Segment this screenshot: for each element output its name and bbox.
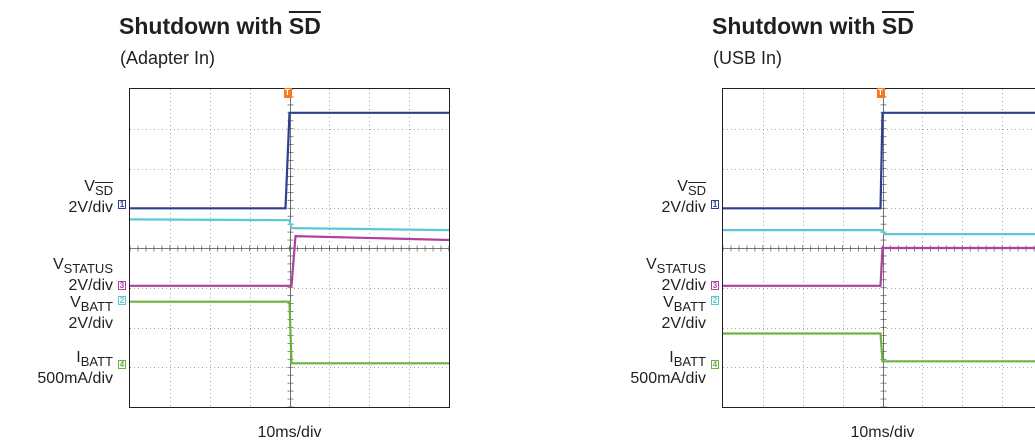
trace-ibatt (130, 300, 449, 365)
channel-name: VBATT (70, 294, 113, 314)
channel-marker-1: 1 (711, 200, 719, 209)
trace-ibatt (723, 332, 1035, 363)
channel-name: VSTATUS (52, 256, 113, 276)
trigger-marker: T (283, 88, 292, 98)
chart-subtitle: (USB In) (713, 48, 783, 68)
channel-label: VSTATUS 2V/div (53, 256, 113, 294)
trace-vsd (130, 111, 449, 210)
channel-label: VBATT 2V/div (69, 294, 113, 332)
channel-scale: 2V/div (661, 277, 706, 294)
channel-name: VSD (84, 178, 113, 198)
channel-scale: 500mA/div (630, 370, 706, 387)
oscilloscope-screen (722, 88, 1035, 408)
trigger-marker: T (876, 88, 885, 98)
x-axis-label: 10ms/div (257, 424, 322, 441)
scope-panel-adapter: Shutdown with SD (Adapter In) 10ms/div T… (0, 0, 460, 443)
channel-marker-2: 2 (711, 296, 719, 305)
channel-label: IBATT 500mA/div (630, 349, 706, 387)
trace-vstatus (130, 234, 449, 287)
channel-marker-1: 1 (118, 200, 126, 209)
channel-label: IBATT 500mA/div (37, 349, 113, 387)
channel-name: IBATT (76, 349, 113, 369)
channel-marker-2: 2 (118, 296, 126, 305)
trace-vsd (723, 111, 1035, 210)
channel-name: VSD (677, 178, 706, 198)
channel-label: VSD 2V/div (69, 178, 113, 216)
scope-svg (130, 89, 449, 407)
channel-marker-4: 4 (118, 360, 126, 369)
scope-panel-usb: Shutdown with SD (USB In) 10ms/div T 1 3 2 4… (593, 0, 1035, 443)
channel-scale: 2V/div (68, 315, 113, 332)
channel-scale: 2V/div (68, 199, 113, 216)
channel-label: VSTATUS 2V/div (646, 256, 706, 294)
channel-label: VSD 2V/div (662, 178, 706, 216)
channel-scale: 500mA/div (37, 370, 113, 387)
chart-title: Shutdown with SD (119, 13, 321, 39)
channel-name: VSTATUS (645, 256, 706, 276)
channel-name: IBATT (669, 349, 706, 369)
channel-marker-4: 4 (711, 360, 719, 369)
trace-vstatus (723, 246, 1035, 287)
channel-scale: 2V/div (68, 277, 113, 294)
channel-scale: 2V/div (661, 315, 706, 332)
x-axis-label: 10ms/div (850, 424, 915, 441)
channel-marker-3: 3 (711, 281, 719, 290)
channel-label: VBATT 2V/div (662, 294, 706, 332)
channel-name: VBATT (663, 294, 706, 314)
channel-marker-3: 3 (118, 281, 126, 290)
oscilloscope-screen (129, 88, 450, 408)
trace-vbatt (130, 218, 449, 232)
chart-title: Shutdown with SD (712, 13, 914, 39)
scope-svg (723, 89, 1035, 407)
chart-subtitle: (Adapter In) (120, 48, 216, 68)
trace-vbatt (723, 229, 1035, 236)
channel-scale: 2V/div (661, 199, 706, 216)
